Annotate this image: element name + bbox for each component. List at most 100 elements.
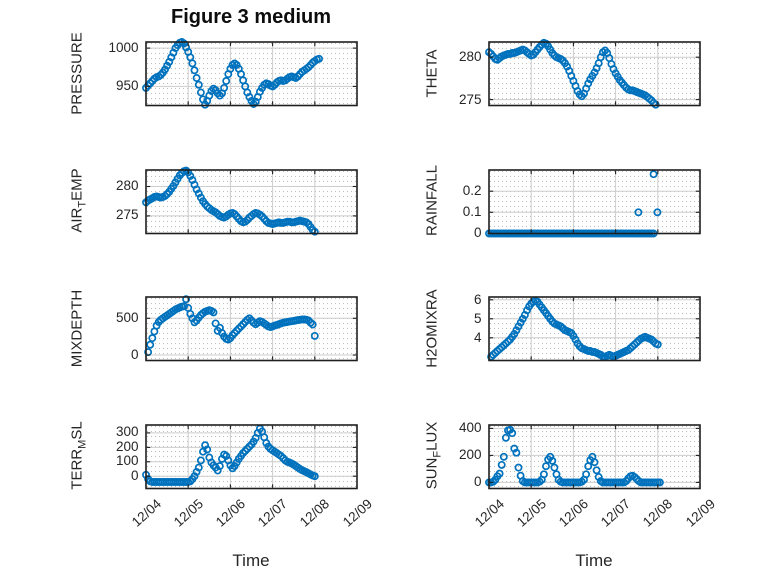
plot-area-sun-flux (484, 423, 701, 489)
plot-area-terr-msl (141, 423, 358, 489)
axes-box (487, 296, 701, 362)
y-tick-label: 280 (458, 49, 482, 65)
data-point (549, 463, 558, 472)
y-tick-label: 0.1 (462, 203, 482, 219)
axes-box (144, 168, 358, 234)
y-tick-label: 275 (458, 91, 482, 107)
data-point (308, 320, 317, 329)
y-tick-label: 200 (115, 438, 139, 454)
data-series-mixdepth (143, 295, 319, 357)
minor-grid (145, 424, 357, 488)
axes-box (487, 423, 701, 489)
x-tick-label: 12/06 (555, 496, 591, 530)
figure-title: Figure 3 medium (170, 6, 332, 28)
y-tick-label: 5 (473, 310, 482, 326)
axes-box (487, 168, 701, 234)
data-series-h2omixra (486, 296, 662, 361)
data-series-terr-msl (141, 424, 319, 486)
data-point (539, 469, 548, 478)
data-point (196, 88, 205, 97)
x-tick-label: 12/07 (254, 496, 291, 530)
data-point (514, 463, 522, 472)
plot-area-mixdepth (143, 295, 358, 362)
y-tick-label: 100 (115, 453, 139, 469)
y-tick-label: 500 (115, 310, 139, 326)
x-tick-label: 12/08 (640, 496, 676, 530)
data-point (649, 169, 658, 178)
y-tick-label: 0 (130, 467, 139, 483)
y-tick-label: 0 (473, 473, 482, 489)
x-tick-label: 12/06 (212, 496, 248, 530)
y-tick-label: 280 (115, 178, 139, 193)
x-tick-label: 12/05 (170, 496, 206, 530)
x-tick-label: 12/04 (128, 496, 164, 530)
y-tick-label: 200 (458, 446, 482, 462)
data-series-pressure (141, 38, 323, 109)
data-point (652, 207, 661, 216)
x-tick-label: 12/04 (471, 496, 507, 530)
data-point (244, 442, 253, 451)
ylabel-subscript: F (431, 451, 444, 458)
data-point (509, 444, 518, 453)
data-point (209, 308, 217, 317)
y-tick-label: 275 (115, 207, 139, 223)
plot-area-theta (484, 38, 701, 109)
data-point (147, 334, 156, 343)
data-point (238, 448, 247, 457)
data-point (215, 461, 224, 470)
data-point (499, 452, 508, 461)
data-point (190, 66, 198, 75)
data-point (181, 295, 190, 304)
data-point (310, 331, 319, 340)
data-point (653, 340, 662, 349)
data-point (507, 428, 516, 437)
data-point (211, 319, 220, 328)
plot-area-air-temp (141, 166, 358, 236)
y-tick-label: 300 (115, 424, 139, 440)
data-series-theta (484, 38, 660, 109)
data-point (581, 469, 590, 478)
data-point (594, 472, 603, 481)
data-point (145, 340, 154, 349)
data-point (194, 189, 203, 197)
data-point (187, 59, 196, 68)
data-point (501, 433, 510, 442)
data-point (202, 445, 211, 453)
y-tick-label: 0 (130, 347, 139, 362)
data-point (511, 448, 520, 457)
data-point (179, 302, 188, 311)
y-tick-label: 950 (115, 78, 139, 94)
plot-area-h2omixra (486, 296, 701, 362)
minor-grid (145, 169, 357, 233)
x-tick-label: 12/09 (682, 496, 718, 530)
data-point (545, 452, 554, 461)
minor-grid (488, 169, 700, 233)
data-point (497, 460, 506, 469)
y-tick-label: 4 (473, 329, 482, 345)
data-point (194, 463, 203, 472)
y-tick-label: 0.2 (462, 182, 482, 198)
x-tick-label: 12/07 (597, 496, 634, 530)
data-point (541, 461, 550, 470)
y-tick-label: 0 (473, 225, 482, 240)
data-point (179, 39, 188, 48)
data-point (185, 171, 194, 180)
data-point (547, 456, 556, 465)
y-axis-label-terr-msl: TERRMSL (68, 421, 89, 490)
axes-box (144, 296, 358, 362)
axes-box (487, 41, 701, 107)
x-axis-title-left: Time (232, 551, 270, 570)
y-tick-label: 6 (473, 291, 482, 307)
data-series-sun-flux (484, 425, 664, 486)
y-tick-label: 400 (458, 419, 482, 435)
data-point (590, 457, 598, 466)
data-point (310, 227, 319, 236)
data-point (196, 455, 205, 464)
y-tick-label: 1000 (108, 40, 139, 56)
x-axis-title-right: Time (575, 551, 613, 570)
y-axis-label-sun-flux: SUNFLUX (423, 422, 444, 490)
data-point (192, 74, 201, 82)
x-tick-label: 12/05 (513, 496, 549, 530)
plot-area-rainfall (484, 168, 701, 237)
